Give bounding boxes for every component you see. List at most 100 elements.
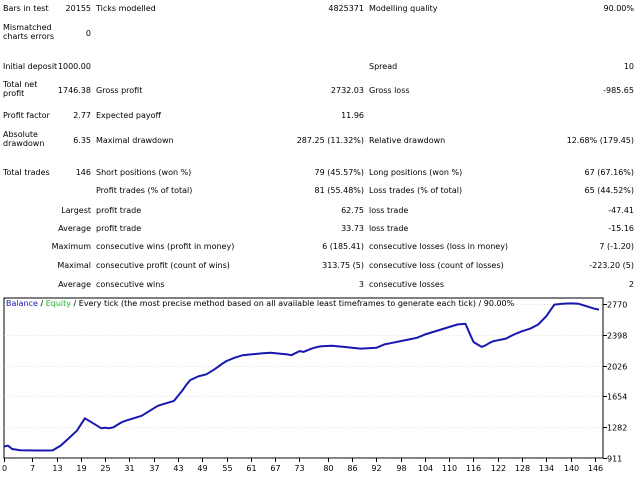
average-consecutive-losses-value: 2	[628, 280, 634, 289]
y-tick-label: 2026	[607, 363, 627, 372]
largest-profit-trade-label: profit trade	[96, 206, 142, 215]
short-positions-label: Short positions (won %)	[96, 168, 192, 177]
x-tick-label: 61	[246, 464, 256, 473]
x-tick-label: 134	[539, 464, 554, 473]
largest-loss-trade-label: loss trade	[369, 206, 409, 215]
x-tick-label: 7	[30, 464, 35, 473]
max-consecutive-wins-value: 6 (185.41)	[322, 242, 364, 251]
absolute-drawdown-value: 6.35	[73, 136, 91, 145]
x-tick-label: 31	[124, 464, 134, 473]
x-tick-label: 146	[588, 464, 603, 473]
total-trades-value: 146	[75, 168, 91, 177]
maximal-drawdown-label: Maximal drawdown	[96, 136, 174, 145]
largest-profit-trade-value: 62.75	[341, 206, 364, 215]
total-net-profit-value: 1746.38	[57, 86, 91, 95]
bars-in-test-value: 20155	[65, 4, 91, 13]
maximal-consecutive-profit-value: 313.75 (5)	[322, 261, 364, 270]
x-tick-label: 49	[197, 464, 207, 473]
x-tick-label: 19	[76, 464, 86, 473]
long-positions-label: Long positions (won %)	[369, 168, 463, 177]
x-tick-label: 86	[347, 464, 357, 473]
loss-trades-value: 65 (44.52%)	[584, 186, 634, 195]
ticks-modelled-label: Ticks modelled	[96, 4, 156, 13]
plot-frame	[3, 297, 604, 459]
average-consecutive-wins-label: consecutive wins	[96, 280, 165, 289]
profit-factor-label: Profit factor	[3, 111, 50, 120]
x-tick-label: 25	[100, 464, 110, 473]
largest-label: Largest	[61, 206, 91, 215]
legend-equity: Equity	[45, 299, 71, 308]
maximal-label: Maximal	[57, 261, 91, 270]
chart-canvas: 911 1282 1654 2026 2398 2770 0 7 13 19 25 31 37 43 49 5…	[2, 297, 627, 473]
y-tick-label: 2398	[607, 332, 627, 341]
largest-loss-trade-value: -47.41	[608, 206, 634, 215]
x-tick-label: 55	[222, 464, 232, 473]
initial-deposit-value: 1000.00	[57, 62, 91, 71]
average-profit-trade-label: profit trade	[96, 224, 142, 233]
gross-profit-value: 2732.03	[330, 86, 364, 95]
profit-trades-value: 81 (55.48%)	[314, 186, 364, 195]
max-consecutive-losses-label: consecutive losses (loss in money)	[369, 242, 509, 251]
report-table: Bars in test 20155 Ticks modelled 4825371 Mo…	[3, 4, 634, 289]
x-tick-label: 43	[173, 464, 183, 473]
maximal-consecutive-profit-label: consecutive profit (count of wins)	[96, 261, 230, 270]
loss-trades-label: Loss trades (% of total)	[369, 186, 463, 195]
profit-trades-label: Profit trades (% of total)	[96, 186, 193, 195]
maximal-consecutive-loss-label: consecutive loss (count of losses)	[369, 261, 504, 270]
x-tick-label: 0	[2, 464, 7, 473]
balance-chart: 911 1282 1654 2026 2398 2770 0 7 13 19 25 31 37 43 49 5…	[0, 296, 640, 480]
legend-balance: Balance	[6, 299, 38, 308]
x-tick-label: 98	[396, 464, 406, 473]
maximum-label: Maximum	[51, 242, 91, 251]
average-profit-trade-value: 33.73	[341, 224, 364, 233]
y-tick-label: 2770	[607, 301, 627, 310]
expected-payoff-label: Expected payoff	[96, 111, 161, 120]
mismatched-charts-errors-label: Mismatched charts errors	[3, 23, 55, 41]
x-tick-label: 92	[371, 464, 381, 473]
y-tick-label: 1282	[607, 424, 627, 433]
x-tick-label: 67	[270, 464, 280, 473]
profit-factor-value: 2.77	[73, 111, 91, 120]
total-net-profit-label: Total net profit	[3, 80, 38, 98]
average-consecutive-label: Average	[58, 280, 91, 289]
maximal-drawdown-value: 287.25 (11.32%)	[296, 136, 364, 145]
bars-in-test-label: Bars in test	[3, 4, 49, 13]
spread-value: 10	[623, 62, 634, 71]
legend-description: / Every tick (the most precise method ba…	[70, 299, 515, 308]
x-tick-label: 13	[52, 464, 62, 473]
average-loss-trade-value: -15.16	[608, 224, 634, 233]
x-tick-label: 116	[466, 464, 481, 473]
total-trades-label: Total trades	[3, 168, 50, 177]
max-consecutive-wins-label: consecutive wins (profit in money)	[96, 242, 235, 251]
x-tick-label: 110	[442, 464, 457, 473]
relative-drawdown-value: 12.68% (179.45)	[566, 136, 634, 145]
y-tick-label: 911	[607, 455, 622, 464]
gross-profit-label: Gross profit	[96, 86, 143, 95]
average-loss-trade-label: loss trade	[369, 224, 409, 233]
modelling-quality-value: 90.00%	[603, 4, 634, 13]
spread-label: Spread	[369, 62, 398, 71]
chart-legend: Balance / Equity / Every tick (the most …	[6, 299, 514, 309]
x-tick-label: 140	[564, 464, 579, 473]
x-tick-label: 37	[149, 464, 159, 473]
legend-separator: /	[37, 299, 46, 308]
initial-deposit-label: Initial deposit	[3, 62, 58, 71]
mismatched-charts-errors-value: 0	[85, 29, 91, 38]
max-consecutive-losses-value: 7 (-1.20)	[599, 242, 634, 251]
balance-line	[3, 302, 600, 452]
average-consecutive-losses-label: consecutive losses	[369, 280, 445, 289]
ticks-modelled-value: 4825371	[328, 4, 364, 13]
x-tick-label: 80	[323, 464, 333, 473]
x-tick-label: 104	[418, 464, 433, 473]
maximal-consecutive-loss-value: -223.20 (5)	[589, 261, 634, 270]
x-tick-label: 128	[515, 464, 530, 473]
long-positions-value: 67 (67.16%)	[584, 168, 634, 177]
modelling-quality-label: Modelling quality	[369, 4, 438, 13]
x-tick-label: 73	[294, 464, 304, 473]
average-label: Average	[58, 224, 91, 233]
gross-loss-value: -985.65	[603, 86, 634, 95]
absolute-drawdown-label: Absolute drawdown	[3, 130, 45, 148]
y-tick-label: 1654	[607, 393, 627, 402]
gross-loss-label: Gross loss	[369, 86, 410, 95]
expected-payoff-value: 11.96	[341, 111, 364, 120]
